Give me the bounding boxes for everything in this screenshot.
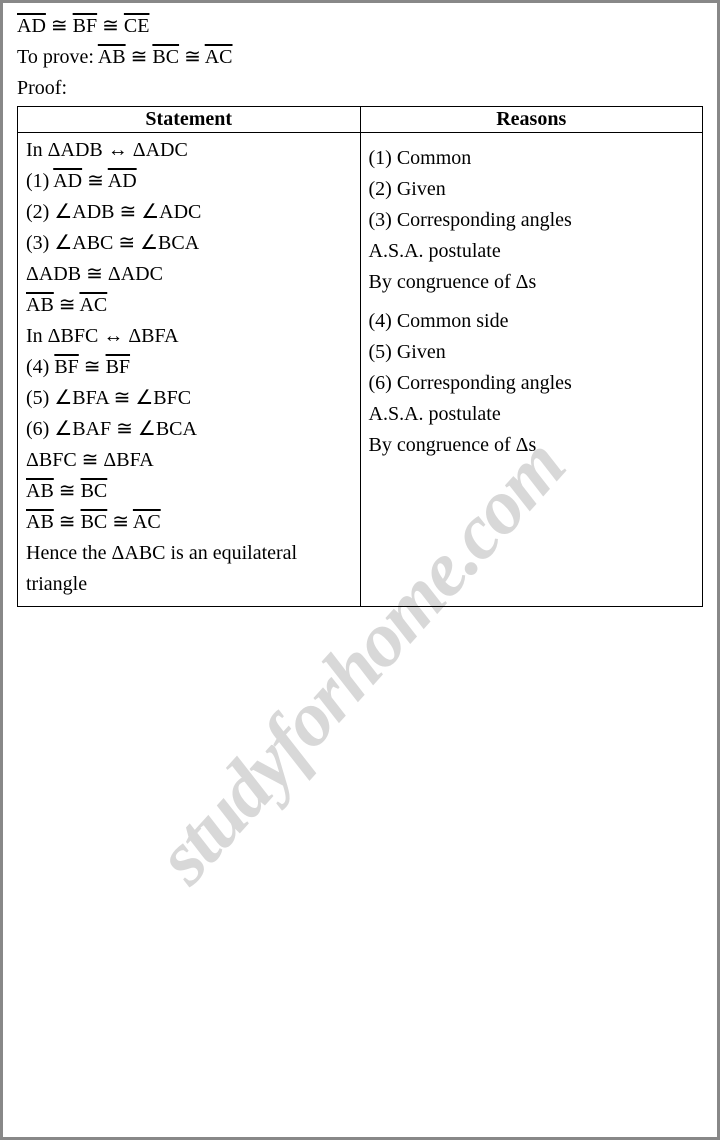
statement-line: (6) ∠BAF ≅ ∠BCA: [26, 414, 352, 445]
pre-text-block: AD ≅ BF ≅ CE To prove: AB ≅ BC ≅ AC Proo…: [17, 11, 703, 104]
proof-table: Statement Reasons In ΔADB ↔ ΔADC(1) AD ≅…: [17, 106, 703, 607]
statement-line: ΔADB ≅ ΔADC: [26, 259, 352, 290]
page-frame: studyforhome.com AD ≅ BF ≅ CE To prove: …: [0, 0, 720, 1140]
statement-line: (1) AD ≅ AD: [26, 166, 352, 197]
reason-line: By congruence of Δs: [369, 430, 695, 461]
to-prove-line: To prove: AB ≅ BC ≅ AC: [17, 42, 703, 73]
reason-line: (6) Corresponding angles: [369, 368, 695, 399]
reason-line: A.S.A. postulate: [369, 399, 695, 430]
reason-line: (2) Given: [369, 174, 695, 205]
statement-line: Hence the ΔABC is an equilateral: [26, 538, 352, 569]
statement-line: ΔBFC ≅ ΔBFA: [26, 445, 352, 476]
statement-line: triangle: [26, 569, 352, 600]
given-line: AD ≅ BF ≅ CE: [17, 11, 703, 42]
reasons-cell: (1) Common(2) Given(3) Corresponding ang…: [360, 133, 703, 607]
table-body-row: In ΔADB ↔ ΔADC(1) AD ≅ AD(2) ∠ADB ≅ ∠ADC…: [18, 133, 703, 607]
statement-line: (5) ∠BFA ≅ ∠BFC: [26, 383, 352, 414]
reason-line: (1) Common: [369, 143, 695, 174]
statement-line: AB ≅ BC: [26, 476, 352, 507]
header-reasons: Reasons: [360, 107, 703, 133]
statement-line: In ΔADB ↔ ΔADC: [26, 135, 352, 166]
statement-cell: In ΔADB ↔ ΔADC(1) AD ≅ AD(2) ∠ADB ≅ ∠ADC…: [18, 133, 361, 607]
statement-line: (2) ∠ADB ≅ ∠ADC: [26, 197, 352, 228]
reason-line: [369, 461, 695, 469]
proof-label: Proof:: [17, 73, 703, 104]
reason-line: [369, 298, 695, 306]
reason-line: [369, 477, 695, 485]
table-header-row: Statement Reasons: [18, 107, 703, 133]
statement-line: (4) BF ≅ BF: [26, 352, 352, 383]
reason-line: A.S.A. postulate: [369, 236, 695, 267]
reason-line: [369, 469, 695, 477]
reason-line: (4) Common side: [369, 306, 695, 337]
reason-line: [369, 135, 695, 143]
reason-line: By congruence of Δs: [369, 267, 695, 298]
reason-line: (5) Given: [369, 337, 695, 368]
header-statement: Statement: [18, 107, 361, 133]
statement-line: AB ≅ AC: [26, 290, 352, 321]
statement-line: AB ≅ BC ≅ AC: [26, 507, 352, 538]
statement-line: In ΔBFC ↔ ΔBFA: [26, 321, 352, 352]
statement-line: (3) ∠ABC ≅ ∠BCA: [26, 228, 352, 259]
reason-line: (3) Corresponding angles: [369, 205, 695, 236]
